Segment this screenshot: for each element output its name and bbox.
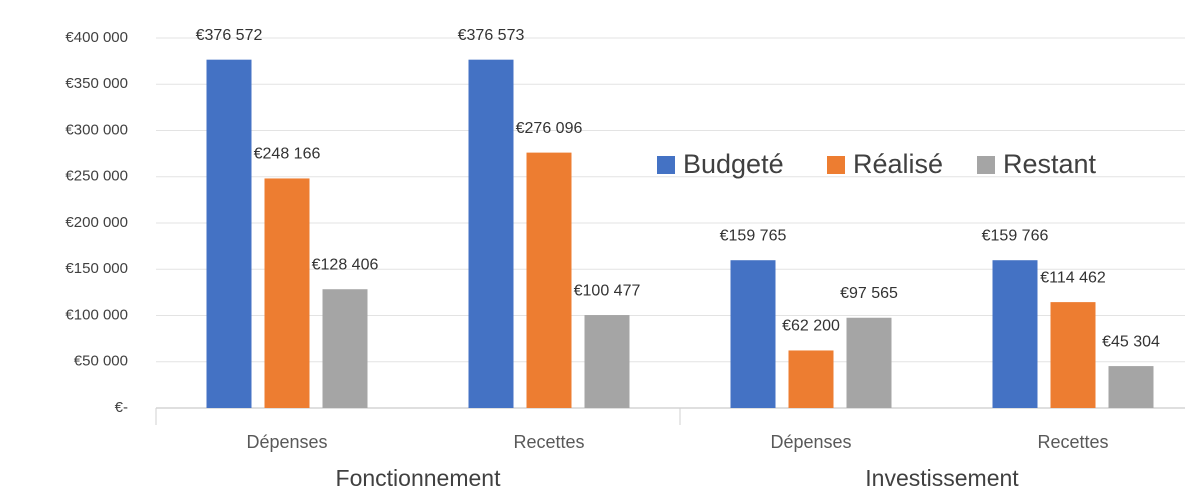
- legend-label: Réalisé: [853, 149, 943, 179]
- value-label: €376 572: [196, 27, 263, 44]
- y-tick-label: €100 000: [65, 306, 128, 323]
- y-tick-label: €150 000: [65, 260, 128, 277]
- value-label: €114 462: [1040, 269, 1106, 286]
- value-label: €45 304: [1102, 333, 1160, 350]
- x-tick-label: Recettes: [513, 432, 584, 452]
- value-label: €248 166: [254, 146, 321, 163]
- bar: [846, 317, 892, 408]
- y-tick-label: €300 000: [65, 121, 128, 138]
- legend-label: Budgeté: [683, 149, 784, 179]
- legend-swatch: [657, 156, 675, 174]
- y-tick-label: €400 000: [65, 29, 128, 46]
- value-label: €97 565: [840, 285, 898, 302]
- value-label: €159 765: [720, 227, 787, 244]
- group-label: Fonctionnement: [336, 465, 502, 491]
- value-label: €62 200: [782, 318, 840, 335]
- value-label: €276 096: [516, 120, 583, 137]
- y-tick-label: €-: [115, 399, 128, 416]
- bar: [730, 260, 776, 408]
- bar: [264, 178, 310, 408]
- value-label: €100 477: [574, 282, 641, 299]
- bar: [1108, 366, 1154, 408]
- legend-swatch: [827, 156, 845, 174]
- x-tick-label: Dépenses: [770, 432, 851, 452]
- y-tick-label: €250 000: [65, 168, 128, 185]
- bar: [788, 350, 834, 408]
- y-tick-label: €200 000: [65, 214, 128, 231]
- bar: [584, 315, 630, 408]
- bar: [1050, 302, 1096, 408]
- value-label: €128 406: [312, 256, 379, 273]
- x-tick-label: Dépenses: [246, 432, 327, 452]
- bar: [322, 289, 368, 408]
- group-label: Investissement: [865, 465, 1019, 491]
- legend-swatch: [977, 156, 995, 174]
- bar: [992, 260, 1038, 408]
- y-tick-label: €350 000: [65, 75, 128, 92]
- x-tick-label: Recettes: [1037, 432, 1108, 452]
- bar: [206, 59, 252, 408]
- y-tick-label: €50 000: [74, 353, 128, 370]
- value-label: €159 766: [982, 227, 1049, 244]
- legend-label: Restant: [1003, 149, 1097, 179]
- bar: [468, 59, 514, 408]
- bar: [526, 152, 572, 408]
- value-label: €376 573: [458, 27, 525, 44]
